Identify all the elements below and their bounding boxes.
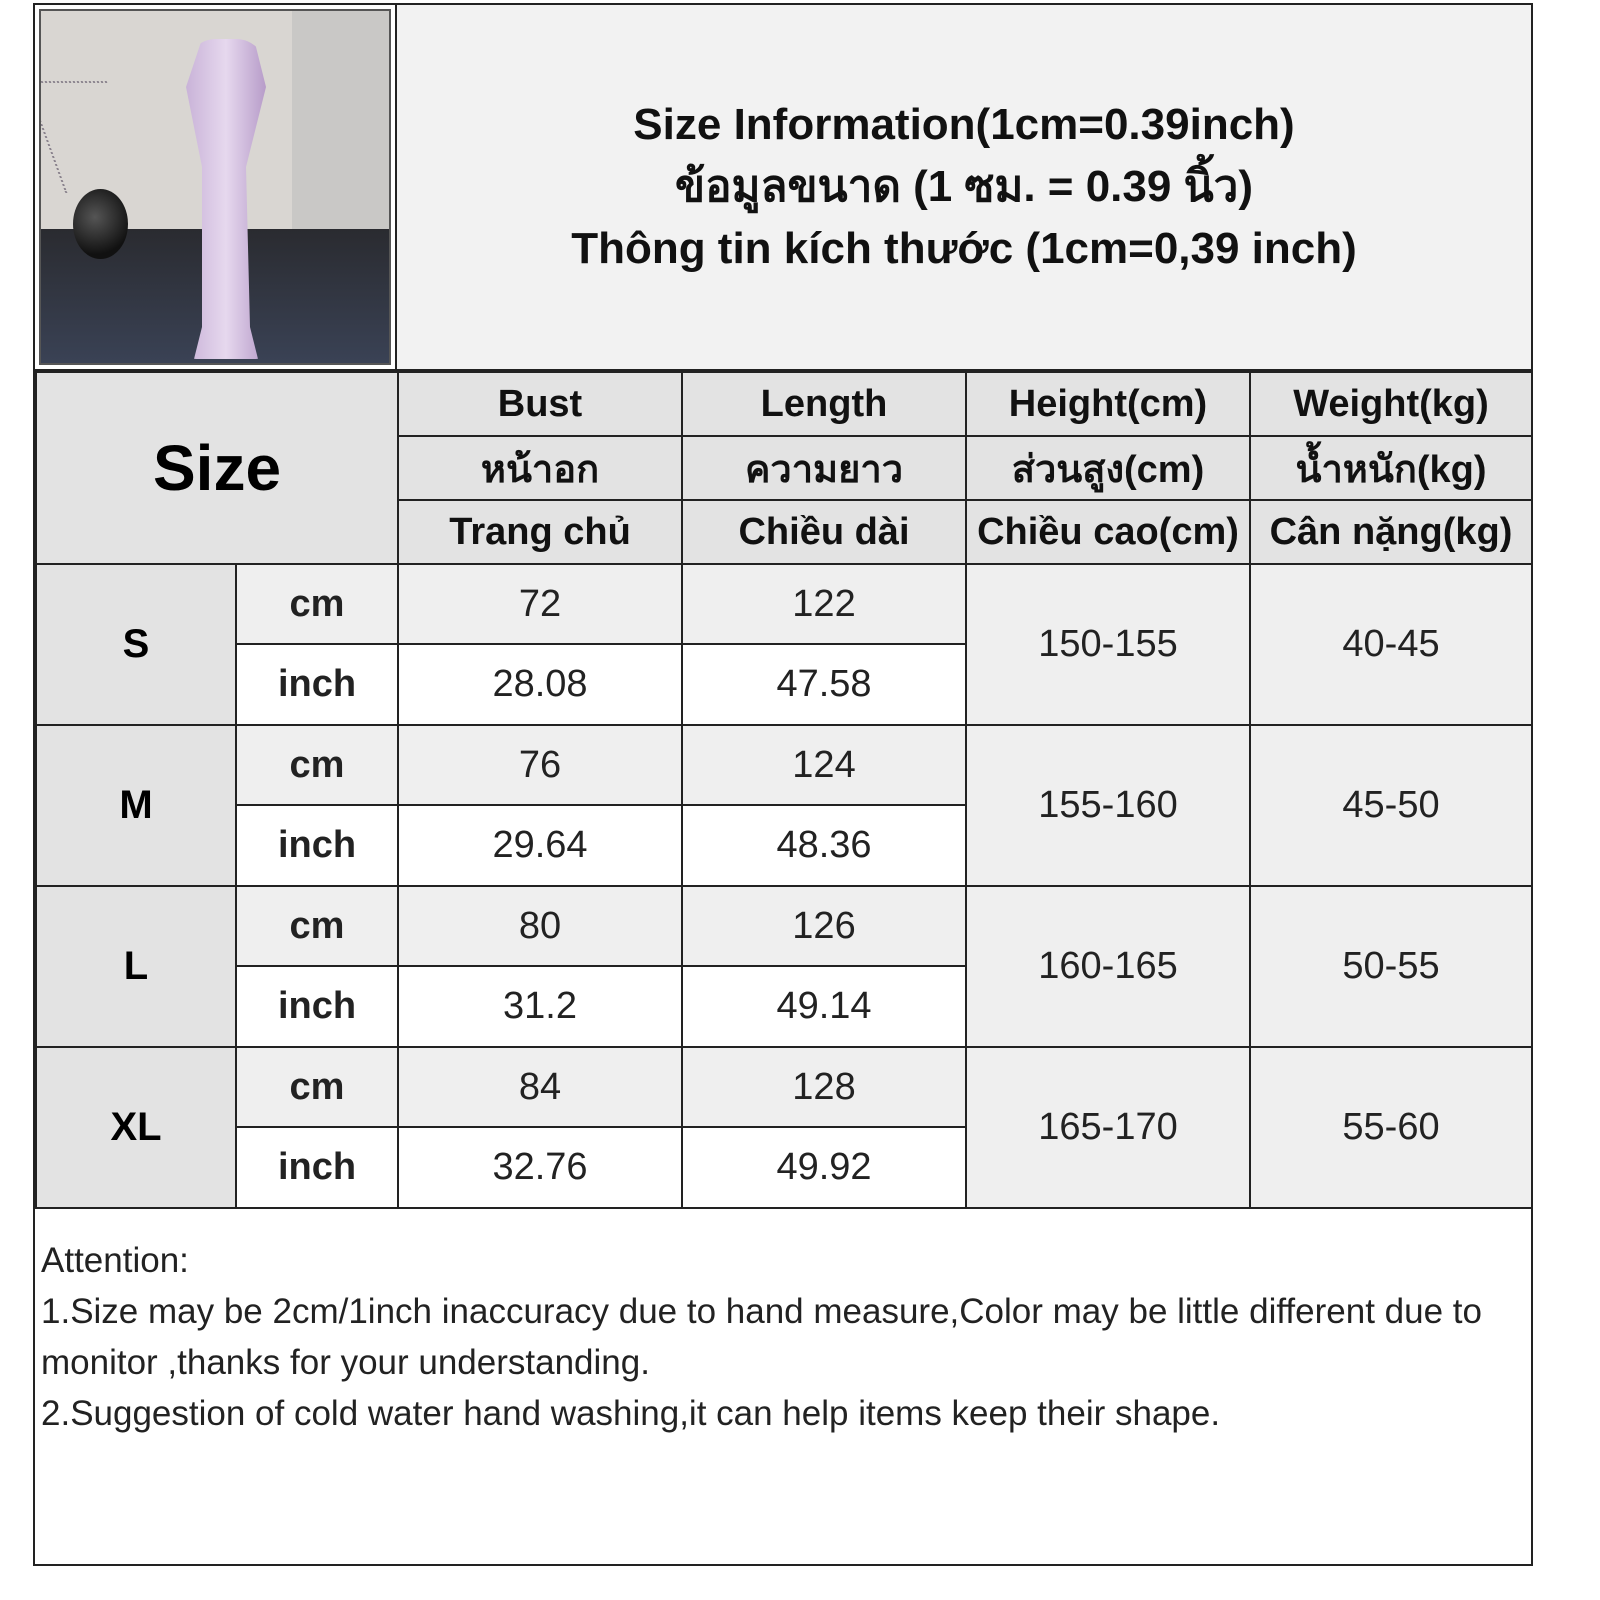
note-2: 2.Suggestion of cold water hand washing,… [41,1394,1221,1433]
table-row-cm: M cm 76 124 155-160 45-50 [35,724,1533,887]
length-cm: 122 [681,563,967,645]
table-row-inch: inch 32.76 49.92 [36,1126,1532,1209]
size-table: Size Bust Length Height(cm) Weight(kg) ห… [35,371,1533,1209]
product-photo [39,9,391,365]
bust-cm: 84 [397,1046,683,1128]
notes-heading: Attention: [41,1241,189,1280]
col-header-length-en: Length [681,371,967,437]
col-header-weight-en: Weight(kg) [1249,371,1533,437]
size-label: S [35,563,237,726]
col-header-length-th: ความยาว [681,435,967,501]
height-range: 165-170 [965,1046,1251,1209]
table-row-cm: S cm 72 122 150-155 40-45 [35,563,1533,726]
col-header-length-vi: Chiều dài [681,499,967,565]
weight-range: 50-55 [1249,885,1533,1048]
col-header-height-vi: Chiều cao(cm) [965,499,1251,565]
bust-inch: 31.2 [397,965,683,1048]
col-header-bust-vi: Trang chủ [397,499,683,565]
bust-inch: 28.08 [397,643,683,726]
size-label: XL [35,1046,237,1209]
title-th: ข้อมูลขนาด (1 ซม. = 0.39 นิ้ว) [674,162,1253,211]
table-row-inch: inch 28.08 47.58 [36,643,1532,726]
unit-inch: inch [235,965,399,1048]
table-row-cm: XL cm 84 128 165-170 55-60 [35,1046,1533,1209]
bust-cm: 80 [397,885,683,967]
bust-cm: 72 [397,563,683,645]
length-inch: 49.14 [681,965,967,1048]
size-label: L [35,885,237,1048]
weight-range: 55-60 [1249,1046,1533,1209]
table-row-inch: inch 31.2 49.14 [36,965,1532,1048]
weight-range: 45-50 [1249,724,1533,887]
length-inch: 47.58 [681,643,967,726]
col-header-bust-th: หน้าอก [397,435,683,501]
height-range: 155-160 [965,724,1251,887]
bust-inch: 29.64 [397,804,683,887]
size-chart: Size Information(1cm=0.39inch) ข้อมูลขนา… [33,3,1533,1566]
length-cm: 128 [681,1046,967,1128]
note-1: 1.Size may be 2cm/1inch inaccuracy due t… [41,1292,1482,1382]
unit-cm: cm [235,563,399,645]
bust-inch: 32.76 [397,1126,683,1209]
table-row-cm: L cm 80 126 160-165 50-55 [35,885,1533,1048]
weight-range: 40-45 [1249,563,1533,726]
length-cm: 126 [681,885,967,967]
col-header-weight-th: น้ำหนัก(kg) [1249,435,1533,501]
unit-inch: inch [235,804,399,887]
length-inch: 48.36 [681,804,967,887]
title-en: Size Information(1cm=0.39inch) [633,100,1295,149]
title-block: Size Information(1cm=0.39inch) ข้อมูลขนา… [397,5,1531,371]
size-header: Size [35,371,399,565]
title-vi: Thông tin kích thước (1cm=0,39 inch) [571,224,1357,273]
unit-inch: inch [235,643,399,726]
unit-cm: cm [235,724,399,806]
length-cm: 124 [681,724,967,806]
height-range: 150-155 [965,563,1251,726]
attention-notes: Attention: 1.Size may be 2cm/1inch inacc… [35,1231,1531,1443]
col-header-weight-vi: Cân nặng(kg) [1249,499,1533,565]
length-inch: 49.92 [681,1126,967,1209]
unit-cm: cm [235,885,399,967]
unit-cm: cm [235,1046,399,1128]
col-header-bust-en: Bust [397,371,683,437]
unit-inch: inch [235,1126,399,1209]
size-label: M [35,724,237,887]
bust-cm: 76 [397,724,683,806]
height-range: 160-165 [965,885,1251,1048]
table-row-inch: inch 29.64 48.36 [36,804,1532,887]
product-photo-cell [35,5,397,371]
col-header-height-th: ส่วนสูง(cm) [965,435,1251,501]
col-header-height-en: Height(cm) [965,371,1251,437]
